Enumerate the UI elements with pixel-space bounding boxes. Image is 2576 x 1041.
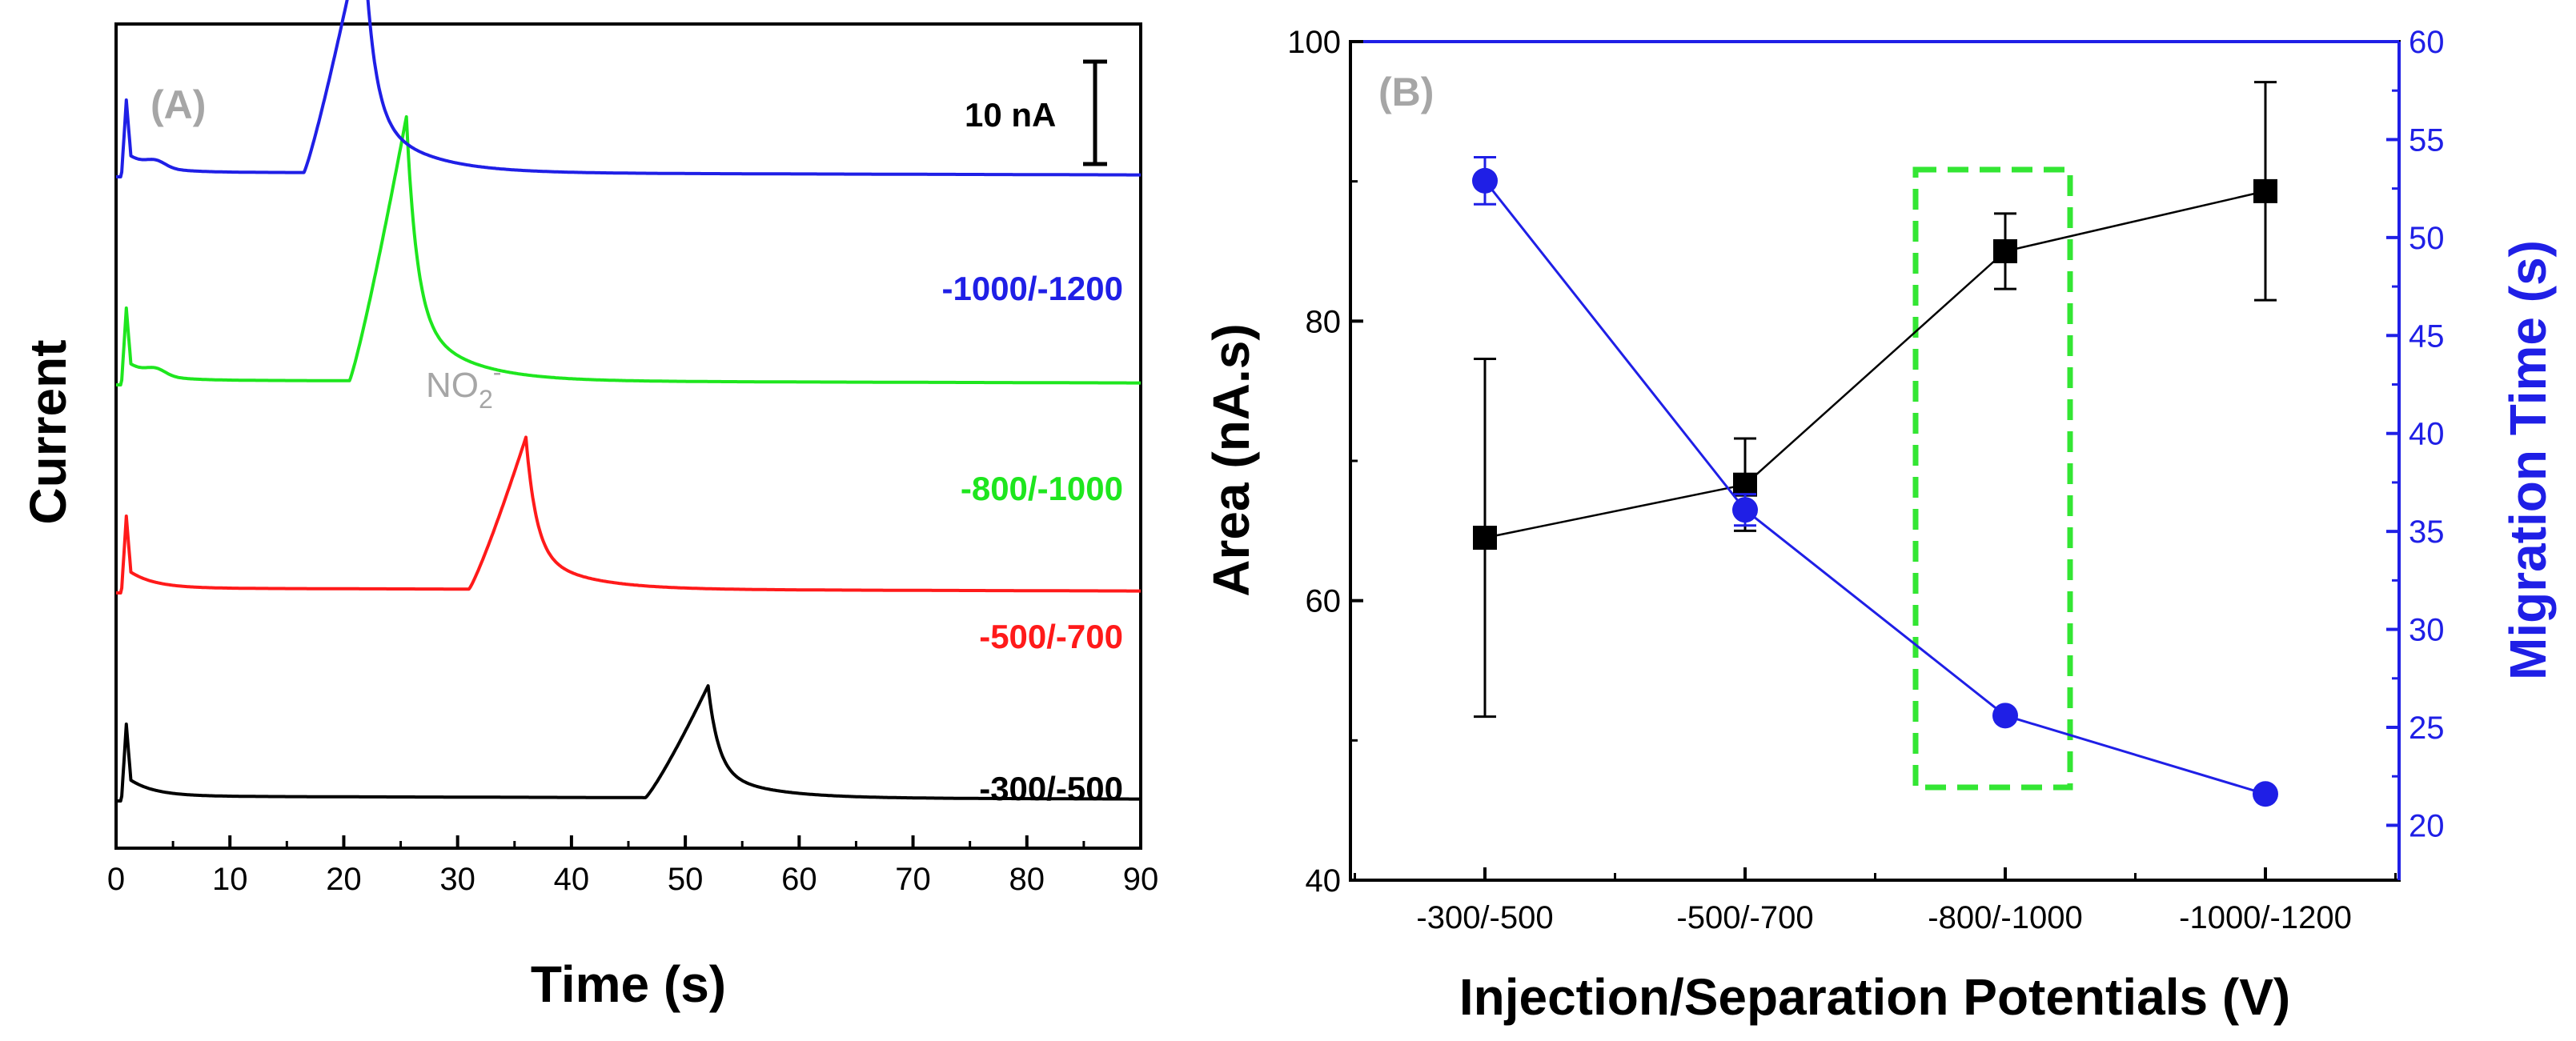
panel-b-x-tick-label: -1000/-1200 xyxy=(2179,900,2352,935)
panel-a-x-tick-label: 20 xyxy=(326,862,362,897)
panel-a-x-tick-label: 90 xyxy=(1123,862,1159,897)
panel-a-frame xyxy=(114,22,1142,850)
panel-a-x-tick-label: 10 xyxy=(212,862,248,897)
trace--500/-700 xyxy=(115,435,1142,595)
data-point-square xyxy=(2253,178,2277,203)
panel-b-y2-tick-label: 50 xyxy=(2409,221,2445,256)
panel-b-y-tick-label: 80 xyxy=(1306,304,1342,339)
data-point-circle xyxy=(1472,167,1498,194)
data-point-circle xyxy=(1992,703,2018,729)
panel-b-x-tick-label: -500/-700 xyxy=(1676,900,1813,935)
panel-b-label: (B) xyxy=(1378,70,1434,114)
trace-label: -800/-1000 xyxy=(961,470,1123,507)
panel-a-x-axis-title: Time (s) xyxy=(531,955,726,1013)
panel-b-y2-tick-label: 55 xyxy=(2409,122,2445,158)
panel-a-x-tick-label: 60 xyxy=(781,862,817,897)
panel-b-y2-tick-label: 35 xyxy=(2409,514,2445,550)
trace-label: -500/-700 xyxy=(979,618,1123,655)
panel-a-x-tick-label: 80 xyxy=(1009,862,1045,897)
panel-a-x-tick-label: 40 xyxy=(554,862,590,897)
annotation-subscript: 2 xyxy=(479,385,493,414)
panel-b-y-axis-title: Area (nA.s) xyxy=(1202,323,1260,596)
highlight-box xyxy=(1912,166,2073,791)
panel-a-label: (A) xyxy=(150,82,206,127)
trace-label: -300/-500 xyxy=(979,770,1123,807)
panel-b-y-tick-label: 60 xyxy=(1306,584,1342,619)
panel-b-chart: (B) 40 60 80 100 20 25 30 35 40 45 50 55 60 -300/-500… xyxy=(1202,25,2557,1026)
panel-b-y-tick-label: 100 xyxy=(1287,25,1341,60)
panel-b-y2-tick-label: 20 xyxy=(2409,808,2445,843)
peak-annotation: NO2- xyxy=(426,358,501,414)
trace--300/-500 xyxy=(115,684,1142,803)
panel-b-y2-tick-label: 25 xyxy=(2409,711,2445,746)
scale-bar-label: 10 nA xyxy=(965,96,1056,134)
panel-b-y2-tick-label: 45 xyxy=(2409,318,2445,354)
data-point-circle xyxy=(1732,497,1758,523)
annotation-base: NO xyxy=(426,366,479,405)
panel-a-chart: (A) -300/-500 -500/-700 -800/-1000 -1000/-1… xyxy=(19,0,1158,1013)
panel-a-x-tick-label: 50 xyxy=(668,862,704,897)
series-line-right xyxy=(1483,179,2266,795)
panel-b-frame xyxy=(1349,40,2401,882)
panel-b-x-axis-title: Injection/Separation Potentials (V) xyxy=(1459,968,2290,1026)
series-line-left xyxy=(1484,190,2266,539)
panel-b-y2-tick-label: 30 xyxy=(2409,613,2445,648)
data-point-circle xyxy=(2253,781,2278,807)
panel-a-x-tick-label: 0 xyxy=(107,862,125,897)
trace-label: -1000/-1200 xyxy=(941,270,1123,307)
scale-bar: 10 nA xyxy=(965,59,1107,166)
panel-a-x-tick-label: 30 xyxy=(439,862,475,897)
data-point-square xyxy=(1993,239,2017,263)
annotation-superscript: - xyxy=(493,358,502,386)
panel-b-y2-axis-title: Migration Time (s) xyxy=(2499,240,2557,680)
trace--1000/-1200 xyxy=(115,0,1142,178)
panel-a-y-axis-title: Current xyxy=(19,339,77,524)
panel-b-y2-tick-label: 60 xyxy=(2409,25,2445,60)
data-point-square xyxy=(1733,472,1757,497)
panel-b-x-tick-label: -800/-1000 xyxy=(1928,900,2082,935)
panel-b-y2-tick-label: 40 xyxy=(2409,417,2445,452)
data-point-square xyxy=(1473,526,1497,551)
panel-a-x-tick-label: 70 xyxy=(895,862,931,897)
trace--800/-1000 xyxy=(115,115,1142,386)
panel-b-x-tick-label: -300/-500 xyxy=(1416,900,1553,935)
panel-b-y-tick-label: 40 xyxy=(1306,863,1342,899)
